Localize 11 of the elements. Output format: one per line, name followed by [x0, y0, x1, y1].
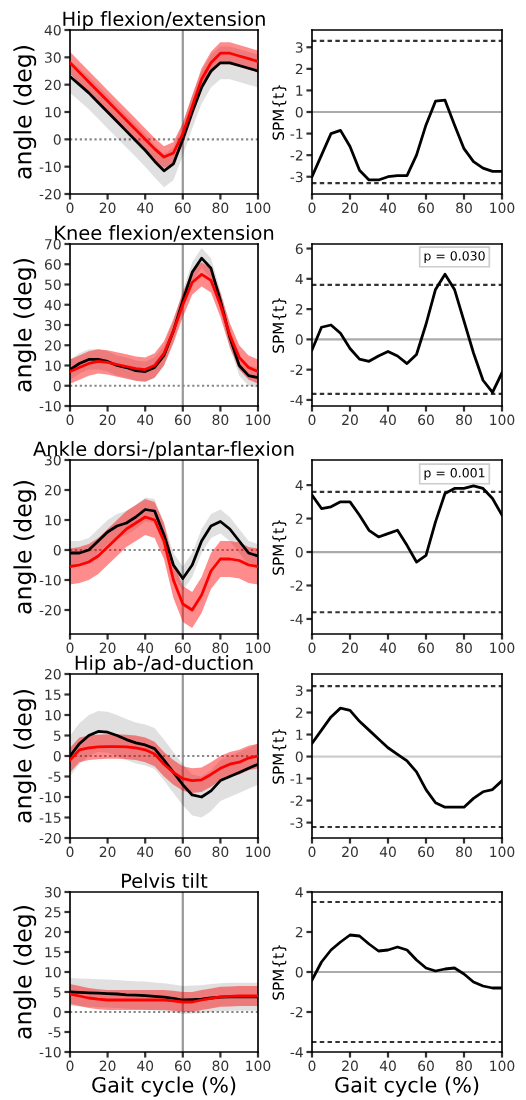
- chart-title: Knee flexion/extension: [55, 225, 274, 242]
- y-axis-title: angle (deg): [13, 46, 37, 179]
- y-axis-title: angle (deg): [13, 259, 37, 392]
- chart-title: Hip ab-/ad-duction: [75, 655, 253, 674]
- y-axis-title: angle (deg): [13, 481, 37, 614]
- chart-title: Hip flexion/extension: [63, 11, 265, 30]
- x-axis-title: Gait cycle (%): [92, 1076, 236, 1097]
- chart-title: Pelvis tilt: [122, 873, 208, 889]
- y-axis-title: angle (deg): [13, 906, 37, 1039]
- y-axis-title: angle (deg): [13, 690, 37, 823]
- x-axis-title: Gait cycle (%): [335, 1076, 479, 1097]
